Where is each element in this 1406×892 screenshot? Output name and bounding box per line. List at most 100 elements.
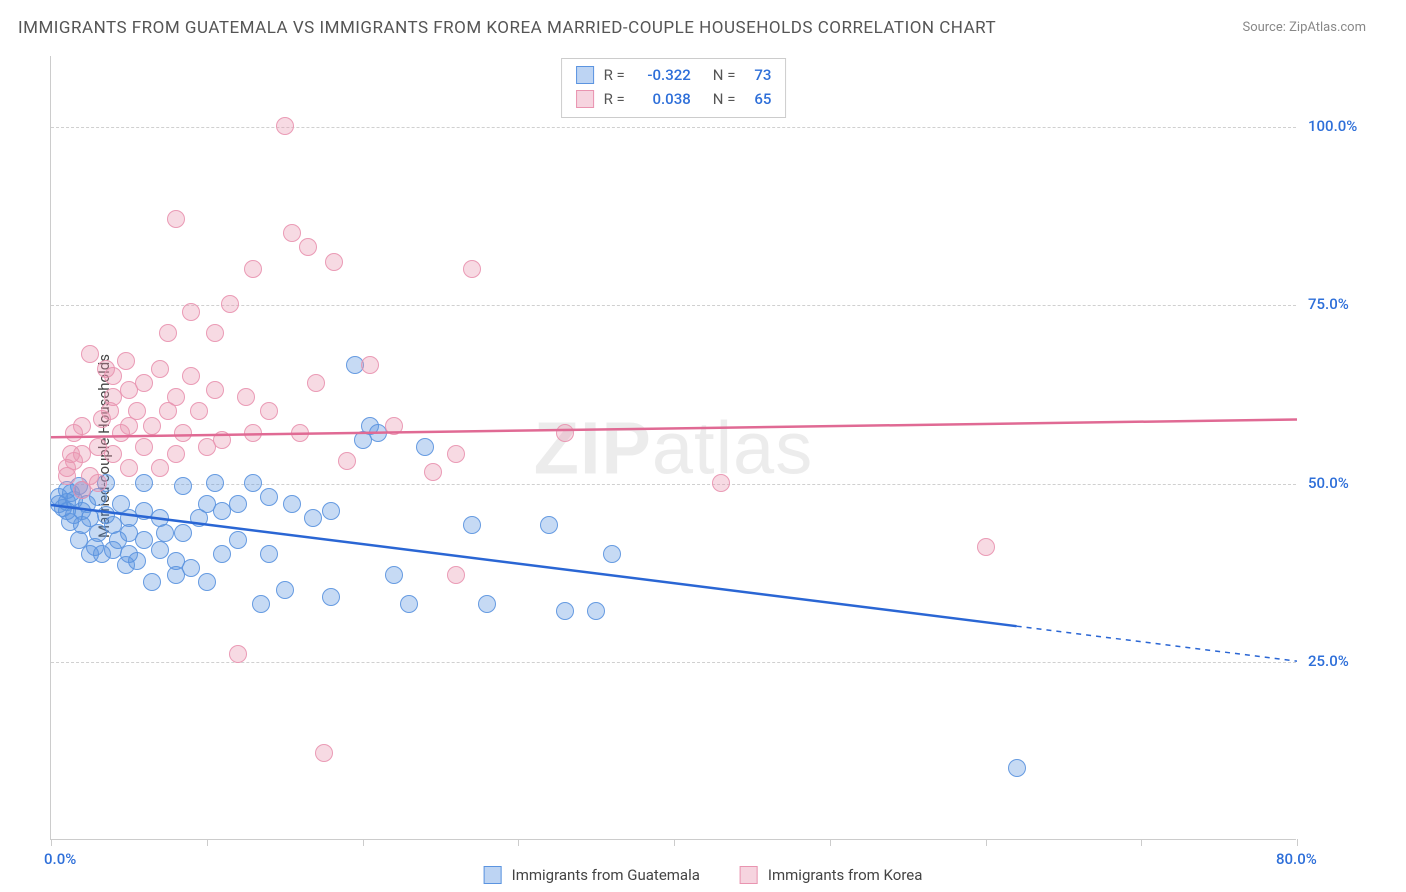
data-point [198,573,216,591]
data-point [174,424,192,442]
data-point [463,260,481,278]
data-point [307,374,325,392]
legend-item: Immigrants from Korea [740,866,922,884]
trend-line [51,419,1297,437]
data-point [276,117,294,135]
data-point [104,367,122,385]
data-point [206,474,224,492]
data-point [260,402,278,420]
data-point [977,538,995,556]
data-point [229,495,247,513]
data-point [221,295,239,313]
data-point [151,459,169,477]
data-point [237,388,255,406]
stat-r-label: R = [604,87,625,111]
data-point [167,210,185,228]
data-point [120,459,138,477]
data-point [167,445,185,463]
y-tick-label: 75.0% [1308,295,1349,313]
data-point [213,431,231,449]
x-tick [986,839,987,846]
stat-n-value: 73 [743,63,771,87]
data-point [322,502,340,520]
data-point [276,581,294,599]
data-point [603,545,621,563]
bottom-legend: Immigrants from Guatemala Immigrants from… [484,866,923,884]
stat-r-value: -0.322 [633,63,691,87]
data-point [1008,759,1026,777]
stat-n-value: 65 [743,87,771,111]
data-point [135,438,153,456]
data-point [167,388,185,406]
data-point [540,516,558,534]
data-point [213,545,231,563]
legend-label: Immigrants from Guatemala [512,866,700,884]
y-tick-label: 100.0% [1308,117,1357,135]
data-point [135,474,153,492]
data-point [156,524,174,542]
y-tick-label: 50.0% [1308,474,1349,492]
x-tick [518,839,519,846]
x-tick [51,839,52,846]
data-point [447,566,465,584]
data-point [128,552,146,570]
stat-r-value: 0.038 [633,87,691,111]
x-tick [363,839,364,846]
x-tick [1141,839,1142,846]
data-point [260,488,278,506]
gridline [51,127,1296,128]
stats-row: R =-0.322N =73 [576,63,772,87]
data-point [190,402,208,420]
legend-label: Immigrants from Korea [768,866,922,884]
chart-title: IMMIGRANTS FROM GUATEMALA VS IMMIGRANTS … [18,18,996,38]
data-point [117,352,135,370]
data-point [244,474,262,492]
data-point [244,424,262,442]
plot-area: ZIPatlas R = -0.322 N = 73R = 0.038 N = 65 [50,56,1296,840]
data-point [229,531,247,549]
stat-n-label: N = [713,87,736,111]
watermark: ZIPatlas [534,405,813,490]
x-tick-label: 0.0% [44,850,76,868]
data-point [244,260,262,278]
series-swatch [576,66,594,84]
data-point [182,559,200,577]
data-point [174,524,192,542]
data-point [283,495,301,513]
data-point [416,438,434,456]
data-point [89,474,107,492]
data-point [252,595,270,613]
data-point [424,463,442,481]
data-point [291,424,309,442]
series-swatch [576,90,594,108]
data-point [361,356,379,374]
x-tick [1297,839,1298,846]
data-point [104,445,122,463]
stats-legend-box: R = -0.322 N = 73R = 0.038 N = 65 [561,58,787,118]
data-point [315,744,333,762]
data-point [206,381,224,399]
data-point [143,417,161,435]
x-tick-label: 80.0% [1276,850,1317,868]
x-tick [674,839,675,846]
stat-n-label: N = [713,63,736,87]
legend-item: Immigrants from Guatemala [484,866,700,884]
stats-row: R = 0.038 N = 65 [576,87,772,111]
data-point [338,452,356,470]
data-point [143,573,161,591]
legend-swatch [740,866,758,884]
data-point [478,595,496,613]
y-tick-label: 25.0% [1308,652,1349,670]
data-point [385,417,403,435]
data-point [283,224,301,242]
data-point [447,445,465,463]
source-attribution: Source: ZipAtlas.com [1242,20,1366,35]
data-point [260,545,278,563]
data-point [73,417,91,435]
data-point [81,345,99,363]
legend-swatch [484,866,502,884]
data-point [322,588,340,606]
data-point [229,645,247,663]
data-point [556,424,574,442]
data-point [400,595,418,613]
